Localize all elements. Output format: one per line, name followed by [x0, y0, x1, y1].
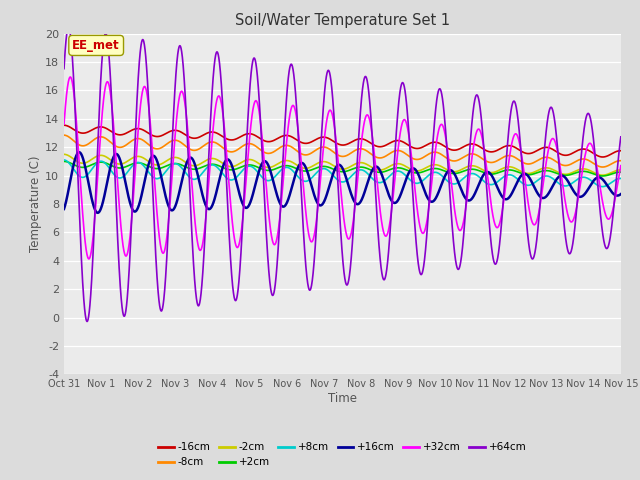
Legend: -16cm, -8cm, -2cm, +2cm, +8cm, +16cm, +32cm, +64cm: -16cm, -8cm, -2cm, +2cm, +8cm, +16cm, +3…	[154, 438, 531, 471]
Title: Soil/Water Temperature Set 1: Soil/Water Temperature Set 1	[235, 13, 450, 28]
X-axis label: Time: Time	[328, 392, 357, 405]
Y-axis label: Temperature (C): Temperature (C)	[29, 156, 42, 252]
Text: EE_met: EE_met	[72, 39, 120, 52]
